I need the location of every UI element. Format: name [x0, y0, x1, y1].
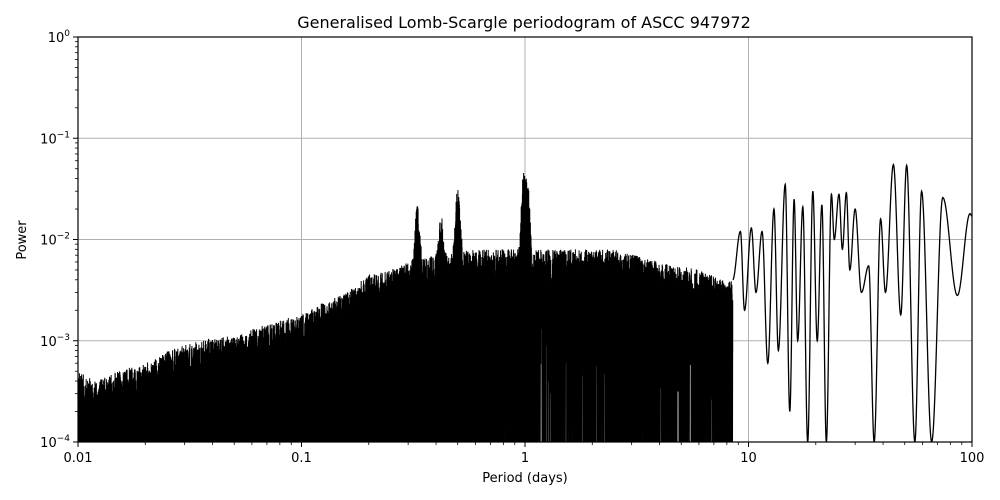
- x-axis-label: Period (days): [482, 471, 568, 486]
- periodogram-series: [78, 163, 972, 442]
- y-tick-label: 100: [48, 29, 71, 46]
- y-tick-label: 10−4: [40, 434, 70, 451]
- y-axis-label: Power: [15, 220, 30, 260]
- chart-title: Generalised Lomb-Scargle periodogram of …: [297, 13, 751, 32]
- x-tick-label: 100: [960, 451, 985, 466]
- x-tick-label: 1: [521, 451, 529, 466]
- y-tick-label: 10−3: [40, 333, 70, 350]
- x-tick-label: 0.01: [64, 451, 93, 466]
- y-axis-ticks: 10−4 10−3 10−2 10−1 100: [40, 29, 78, 451]
- x-tick-label: 0.1: [291, 451, 312, 466]
- long-period-trace: [732, 163, 972, 442]
- y-tick-label: 10−1: [40, 130, 70, 147]
- x-tick-label: 10: [740, 451, 757, 466]
- x-axis-ticks: 0.01 0.1 1 10 100: [64, 442, 985, 466]
- noise-region-trace: [78, 172, 734, 442]
- y-tick-label: 10−2: [40, 232, 70, 249]
